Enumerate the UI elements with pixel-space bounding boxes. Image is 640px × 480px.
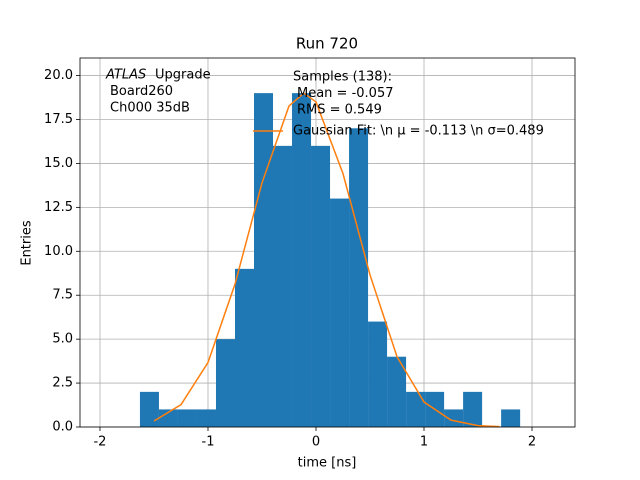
annotation-emphasis: ATLAS xyxy=(105,68,146,83)
bar xyxy=(406,391,426,427)
legend-label: Gaussian Fit: \n μ = -0.113 \n σ=0.489 xyxy=(293,124,544,139)
bar xyxy=(254,93,274,428)
fit-line xyxy=(153,92,500,428)
annotation-line: Upgrade xyxy=(155,68,211,83)
bar xyxy=(234,268,255,427)
bar xyxy=(463,391,483,427)
x-axis-label: time [ns] xyxy=(298,456,357,471)
y-axis-label: Entries xyxy=(20,220,35,266)
y-tick-label: 7.5 xyxy=(52,288,73,303)
y-tick-label: 5.0 xyxy=(52,332,73,347)
x-tick-label: -2 xyxy=(93,435,106,450)
bar xyxy=(292,93,312,428)
annotation-line: Ch000 35dB xyxy=(110,101,190,116)
bar xyxy=(273,145,293,427)
x-tick-label: -1 xyxy=(202,435,215,450)
chart-title: Run 720 xyxy=(296,35,358,53)
y-tick-label: 0.0 xyxy=(52,420,73,435)
stats-line: Mean = -0.057 xyxy=(297,86,393,101)
axes-frame xyxy=(79,57,576,428)
bar xyxy=(387,356,407,427)
x-tick-label: 1 xyxy=(420,435,428,450)
bar xyxy=(139,391,159,427)
stats-line: RMS = 0.549 xyxy=(297,103,382,118)
annotation-line: Board260 xyxy=(110,84,173,99)
y-tick-label: 2.5 xyxy=(52,376,73,391)
bar xyxy=(196,409,216,427)
x-tick-label: 0 xyxy=(312,435,320,450)
y-tick-label: 10.0 xyxy=(44,244,73,259)
y-tick-label: 12.5 xyxy=(44,200,73,215)
bar xyxy=(177,409,197,427)
y-tick-label: 17.5 xyxy=(44,112,73,127)
y-tick-label: 15.0 xyxy=(44,156,73,171)
x-tick-label: 2 xyxy=(528,435,536,450)
stats-line: Samples (138): xyxy=(293,70,392,85)
bar xyxy=(501,409,521,427)
bar xyxy=(215,339,235,427)
bar xyxy=(311,145,331,427)
bar xyxy=(330,198,350,427)
bar xyxy=(368,321,388,427)
bar xyxy=(444,409,464,427)
bar xyxy=(349,128,369,428)
bar xyxy=(158,409,178,427)
y-tick-label: 20.0 xyxy=(44,68,73,83)
